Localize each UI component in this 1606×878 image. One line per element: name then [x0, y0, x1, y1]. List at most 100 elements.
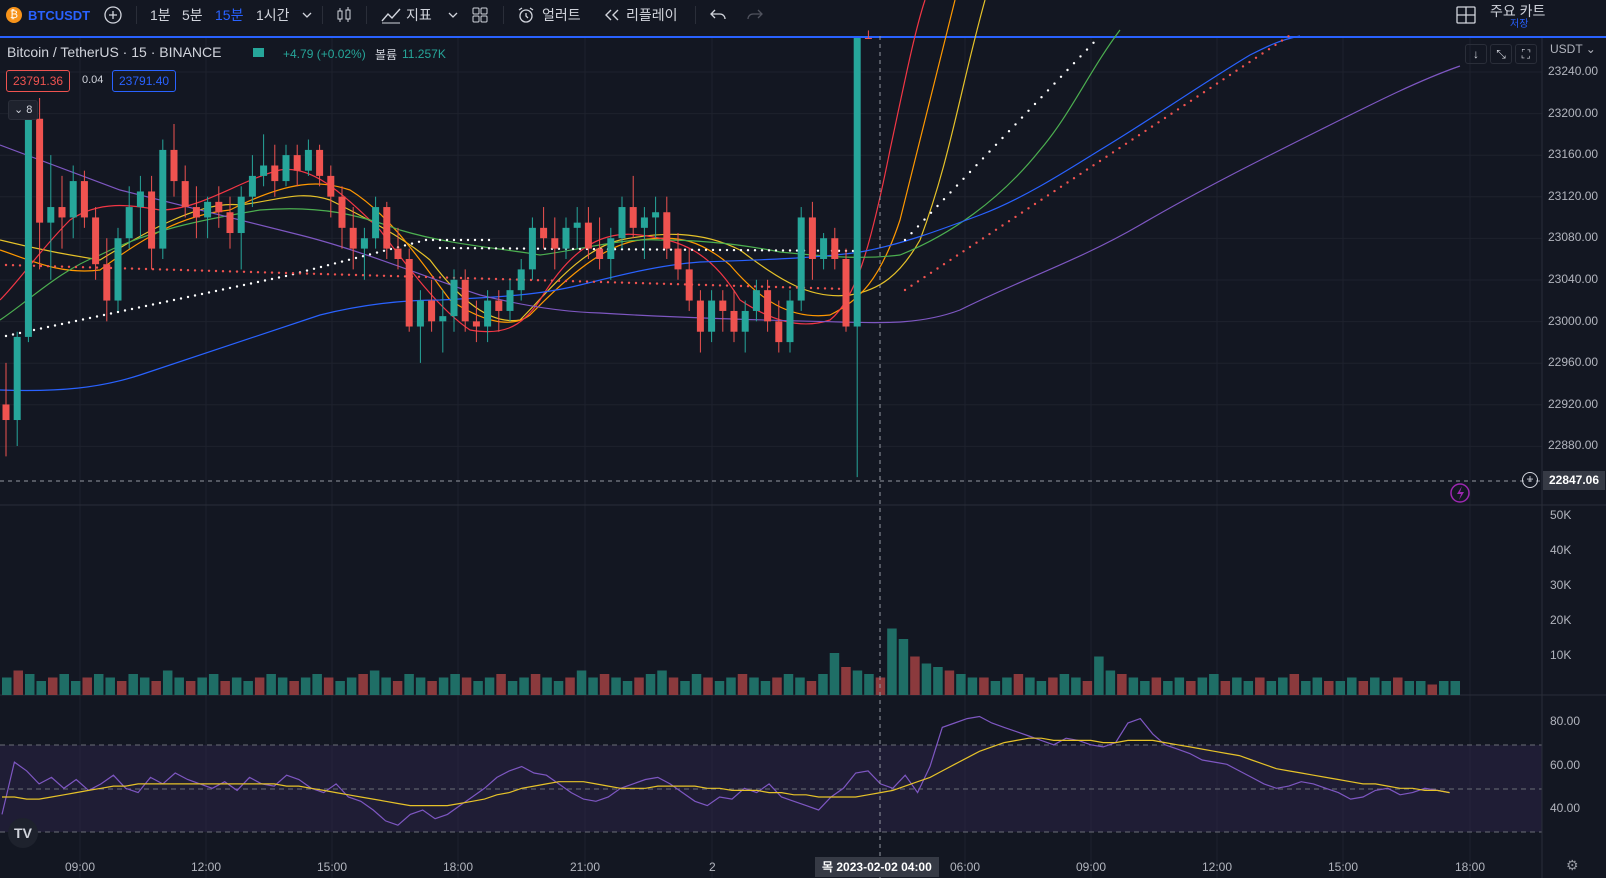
buy-button[interactable]: 23791.40	[112, 70, 177, 92]
sar-dot-red	[981, 237, 985, 240]
sar-dot	[312, 267, 316, 270]
undo-button[interactable]	[708, 0, 728, 30]
collapse-icon[interactable]: ⤡	[1490, 44, 1512, 64]
templates-button[interactable]	[470, 0, 490, 30]
candle	[80, 170, 88, 228]
save-label[interactable]: 저장	[1510, 19, 1529, 30]
sar-dot	[375, 251, 379, 254]
candle-body	[13, 336, 21, 421]
volume-bar	[1025, 677, 1035, 695]
layout-grid-icon	[1456, 6, 1476, 24]
candle-body	[69, 181, 77, 218]
sar-dot	[438, 246, 442, 250]
sar-dot	[1020, 116, 1024, 119]
sar-dot-red	[494, 277, 498, 281]
sar-dot-red	[557, 279, 561, 282]
volume-bar	[944, 670, 955, 695]
sar-dot-red	[361, 274, 365, 277]
candle-body	[472, 321, 480, 327]
candle-body	[820, 238, 828, 259]
time-tick-label: 21:00	[570, 860, 601, 874]
sar-dot-red	[242, 270, 246, 273]
indicators-dropdown[interactable]	[446, 0, 460, 30]
sar-dot	[102, 313, 106, 317]
add-alert-plus-icon[interactable]: +	[1522, 472, 1538, 488]
sar-dot	[487, 247, 491, 250]
sar-dot	[249, 282, 253, 285]
volume-bar	[461, 677, 472, 695]
volume-bar	[243, 681, 253, 695]
volume-bar	[1071, 677, 1081, 695]
sar-dot-red	[18, 264, 22, 267]
candle	[181, 165, 189, 218]
sar-dot	[739, 248, 743, 252]
volume-bar	[70, 681, 81, 695]
chart-type-button[interactable]	[334, 0, 354, 30]
chart-title[interactable]: Bitcoin / TetherUS · 15 · BINANCE	[7, 44, 222, 60]
candle	[786, 290, 794, 353]
sar-dot-red	[389, 274, 393, 278]
sar-dot	[929, 211, 933, 214]
candle	[797, 207, 805, 311]
sar-dot-red	[396, 275, 400, 278]
sar-dot	[704, 248, 708, 252]
sar-dot-red	[592, 280, 596, 283]
volume-bar	[289, 681, 299, 695]
symbol-search[interactable]: ₿ BTCUSDT	[6, 0, 90, 30]
candle-body	[741, 310, 749, 332]
interval-5m-button[interactable]: 5분	[182, 7, 203, 23]
volume-bar	[323, 677, 334, 695]
indicators-button[interactable]: 지표	[380, 0, 432, 30]
volume-bar	[1347, 677, 1357, 695]
volume-bar	[576, 670, 587, 695]
settings-gear-icon[interactable]: ⚙	[1566, 857, 1579, 873]
volume-bar	[93, 674, 104, 695]
sar-dot	[571, 247, 575, 251]
sar-dot-red	[1098, 159, 1102, 163]
sar-dot	[487, 238, 491, 242]
alert-button[interactable]: 얼러트	[516, 0, 581, 30]
interval-1h-button[interactable]: 1시간	[256, 7, 290, 23]
sar-dot-red	[662, 282, 666, 285]
candle	[159, 139, 167, 259]
interval-15m-button[interactable]: 15분	[215, 7, 244, 23]
sar-dot-red	[606, 281, 610, 284]
move-down-icon[interactable]: ↓	[1465, 44, 1487, 64]
indicators-toggle[interactable]: ⌄ 8	[8, 100, 39, 120]
currency-selector[interactable]: USDT ⌄	[1550, 42, 1596, 56]
interval-1m-button[interactable]: 1분	[150, 7, 171, 23]
sell-button[interactable]: 23791.36	[6, 70, 71, 92]
sar-dot	[634, 248, 638, 251]
sar-dot-red	[830, 287, 834, 290]
sar-dot-red	[1020, 211, 1024, 214]
maximize-icon[interactable]: ⛶	[1515, 44, 1537, 64]
sar-dot	[39, 327, 43, 330]
sar-dot	[158, 301, 162, 305]
volume-bar	[921, 663, 932, 695]
candle-body	[159, 149, 167, 249]
sar-dot	[543, 247, 547, 250]
candle	[114, 227, 122, 311]
redo-button[interactable]	[745, 0, 765, 30]
candle-body	[528, 227, 536, 270]
candle-body	[2, 404, 10, 421]
lightning-alert-icon[interactable]	[1450, 483, 1470, 503]
sar-dot-red	[968, 245, 972, 249]
sar-dot-red	[837, 287, 841, 290]
volume-bar	[484, 677, 495, 695]
replay-button[interactable]: 리플레이	[603, 0, 678, 30]
candle-body	[831, 238, 839, 259]
sar-dot	[697, 248, 701, 252]
sar-dot-red	[936, 267, 939, 270]
candle	[652, 196, 660, 239]
volume-bar	[1048, 677, 1058, 695]
tradingview-logo[interactable]: TV	[8, 818, 38, 848]
sar-dot-red	[1157, 121, 1160, 124]
interval-dropdown[interactable]	[300, 0, 314, 30]
layout-name[interactable]: 주요 카트	[1490, 3, 1546, 19]
volume-bar	[1082, 681, 1093, 695]
add-symbol-button[interactable]	[103, 0, 123, 30]
spread-value: 0.04	[82, 74, 104, 86]
layout-button[interactable]	[1455, 0, 1477, 30]
